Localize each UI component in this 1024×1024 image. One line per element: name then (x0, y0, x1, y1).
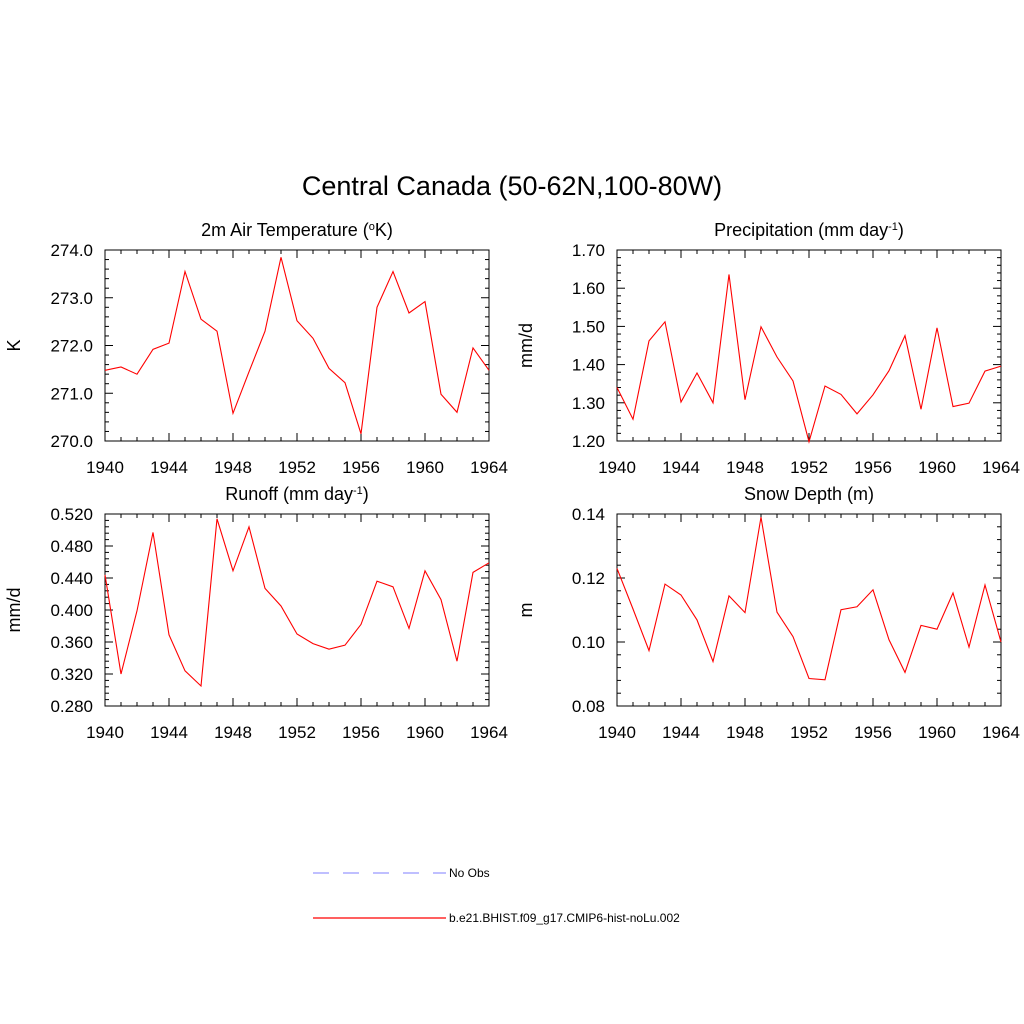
y-tick-label: 1.60 (572, 279, 605, 298)
x-tick-label: 1964 (982, 458, 1020, 477)
x-tick-label: 1948 (726, 458, 764, 477)
panel-title-sup: o (369, 221, 375, 233)
x-tick-label: 1948 (214, 723, 252, 742)
x-tick-label: 1948 (726, 723, 764, 742)
x-tick-label: 1960 (918, 458, 956, 477)
series-line-temperature (104, 257, 490, 434)
panel-title-main: Snow Depth (m) (744, 484, 874, 504)
x-tick-label: 1956 (342, 723, 380, 742)
y-tick-label: 1.20 (572, 432, 605, 451)
legend-model-label: b.e21.BHIST.f09_g17.CMIP6-hist-noLu.002 (449, 911, 680, 925)
y-axis-label-precipitation: mm/d (516, 323, 536, 368)
panel-title-main: Precipitation (mm day (714, 220, 888, 240)
x-tick-label: 1944 (150, 723, 188, 742)
y-axis-label-snow-depth: m (516, 603, 536, 618)
plot-frame-runoff (104, 513, 490, 707)
y-tick-label: 0.440 (50, 569, 93, 588)
y-tick-label: 0.400 (50, 601, 93, 620)
panels: 2m Air Temperature (oK)1940 1944 1948 1952 1… (4, 220, 1020, 742)
panel-runoff: Runoff (mm day-1) 1940 1944 1948 1952 1956 196… (4, 484, 508, 742)
panel-title-precipitation: Precipitation (mm day-1) (714, 220, 904, 240)
y-tick-label: 1.70 (572, 241, 605, 260)
x-tick-label: 1948 (214, 458, 252, 477)
y-tick-label: 272.0 (50, 337, 93, 356)
x-tick-label: 1960 (406, 458, 444, 477)
y-tick-label: 0.320 (50, 665, 93, 684)
panel-title-main: 2m Air Temperature ( (201, 220, 369, 240)
y-axis-label-runoff: mm/d (4, 588, 24, 633)
x-tick-label: 1956 (854, 723, 892, 742)
x-tick-label: 1940 (598, 723, 636, 742)
y-tick-label: 0.480 (50, 537, 93, 556)
x-tick-label: 1940 (598, 458, 636, 477)
x-tick-label: 1956 (342, 458, 380, 477)
y-tick-label: 274.0 (50, 241, 93, 260)
panel-precipitation: Precipitation (mm day-1) 1940 1944 1948 1952… (516, 220, 1020, 477)
y-tick-label: 0.280 (50, 697, 93, 716)
panel-title-sup: -1 (353, 485, 363, 497)
x-tick-label: 1952 (278, 458, 316, 477)
y-tick-label: 0.08 (572, 697, 605, 716)
figure-title: Central Canada (50-62N,100-80W) (302, 171, 722, 201)
x-tick-label: 1944 (662, 723, 700, 742)
x-tick-label: 1952 (790, 458, 828, 477)
panel-title-tail: ) (898, 220, 904, 240)
y-tick-label: 273.0 (50, 289, 93, 308)
x-tick-label: 1952 (278, 723, 316, 742)
y-tick-label: 271.0 (50, 384, 93, 403)
y-tick-label: 1.40 (572, 356, 605, 375)
y-tick-label: 0.12 (572, 569, 605, 588)
x-tick-label: 1964 (982, 723, 1020, 742)
panel-title-runoff: Runoff (mm day-1) (225, 484, 369, 504)
plot-frame-precipitation (616, 249, 1002, 442)
panel-title-temperature: 2m Air Temperature (oK) (201, 220, 393, 240)
y-tick-label: 270.0 (50, 432, 93, 451)
x-tick-label: 1952 (790, 723, 828, 742)
legend: No Obs b.e21.BHIST.f09_g17.CMIP6-hist-no… (313, 866, 680, 925)
series-line-precipitation (616, 274, 1002, 444)
panel-title-tail: ) (363, 484, 369, 504)
panel-title-tail: K) (375, 220, 393, 240)
x-tick-label: 1964 (470, 723, 508, 742)
x-tick-label: 1960 (918, 723, 956, 742)
panel-title-main: Runoff (mm day (225, 484, 353, 504)
series-line-snow-depth (616, 517, 1002, 681)
x-tick-label: 1940 (86, 458, 124, 477)
panel-title-sup: -1 (888, 221, 898, 233)
y-tick-label: 1.30 (572, 394, 605, 413)
x-tick-label: 1964 (470, 458, 508, 477)
x-tick-label: 1960 (406, 723, 444, 742)
y-tick-label: 0.520 (50, 505, 93, 524)
y-tick-label: 1.50 (572, 317, 605, 336)
series-line-runoff (104, 518, 490, 688)
x-tick-label: 1940 (86, 723, 124, 742)
panel-temperature: 2m Air Temperature (oK) 1940 1944 1948 1952 1… (4, 220, 508, 477)
panel-snow-depth: Snow Depth (m) 1940 1944 1948 1952 1956 1960 19… (516, 484, 1020, 742)
y-axis-label-temperature: K (4, 339, 24, 351)
panel-title-snow-depth: Snow Depth (m) (744, 484, 874, 504)
y-tick-label: 0.360 (50, 633, 93, 652)
x-tick-label: 1944 (662, 458, 700, 477)
y-tick-label: 0.10 (572, 633, 605, 652)
legend-obs-label: No Obs (449, 866, 490, 880)
x-tick-label: 1944 (150, 458, 188, 477)
x-tick-label: 1956 (854, 458, 892, 477)
y-tick-label: 0.14 (572, 505, 605, 524)
